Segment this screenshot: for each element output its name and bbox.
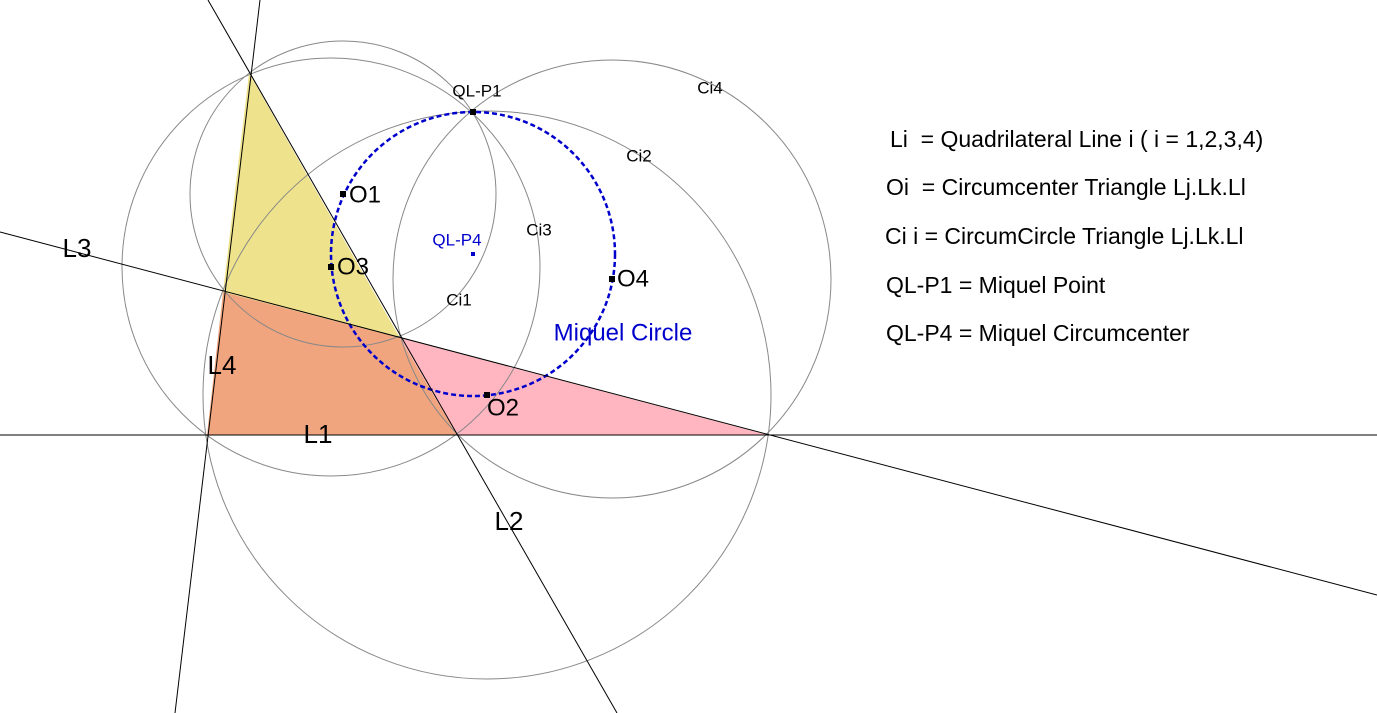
- legend-line: Oi = Circumcenter Triangle Lj.Lk.Ll: [886, 174, 1246, 200]
- circle-ci1: [189, 40, 497, 348]
- line-label: L2: [495, 506, 524, 536]
- line-label: L1: [304, 419, 333, 449]
- center-label: O2: [487, 394, 519, 421]
- pink-triangle: [400, 338, 768, 435]
- circle-ci4: [392, 59, 832, 499]
- center-label: O4: [617, 265, 649, 292]
- point-o1: [340, 191, 346, 197]
- center-label: O1: [349, 181, 381, 208]
- circle-ci2: [202, 110, 772, 680]
- point-o2: [484, 392, 490, 398]
- line-l4: [174, 0, 261, 713]
- point-o3: [328, 264, 334, 270]
- yellow-triangle: [223, 73, 400, 338]
- line-label: L4: [208, 350, 237, 380]
- line-l2: [207, 0, 618, 713]
- circle-label: Ci1: [446, 290, 472, 309]
- point-ql-p4: [471, 252, 475, 256]
- circle-ci3: [121, 57, 541, 477]
- point-label: QL-P1: [452, 81, 501, 100]
- center-label: O3: [337, 253, 369, 280]
- legend-line: Li = Quadrilateral Line i ( i = 1,2,3,4): [890, 126, 1263, 152]
- line-l3: [0, 231, 1377, 596]
- legend-line: QL-P1 = Miquel Point: [886, 272, 1106, 298]
- circle-label: Ci3: [526, 220, 552, 239]
- line-label: L3: [63, 233, 92, 263]
- point-o4: [609, 276, 615, 282]
- point-label: QL-P4: [432, 230, 481, 249]
- annotation: Miquel Circle: [554, 319, 693, 346]
- point-ql-p1: [470, 109, 476, 115]
- legend-line: QL-P4 = Miquel Circumcenter: [886, 320, 1190, 346]
- legend-line: Ci i = CircumCircle Triangle Lj.Lk.Ll: [885, 223, 1244, 249]
- circle-label: Ci2: [626, 146, 652, 165]
- circle-label: Ci4: [697, 78, 723, 97]
